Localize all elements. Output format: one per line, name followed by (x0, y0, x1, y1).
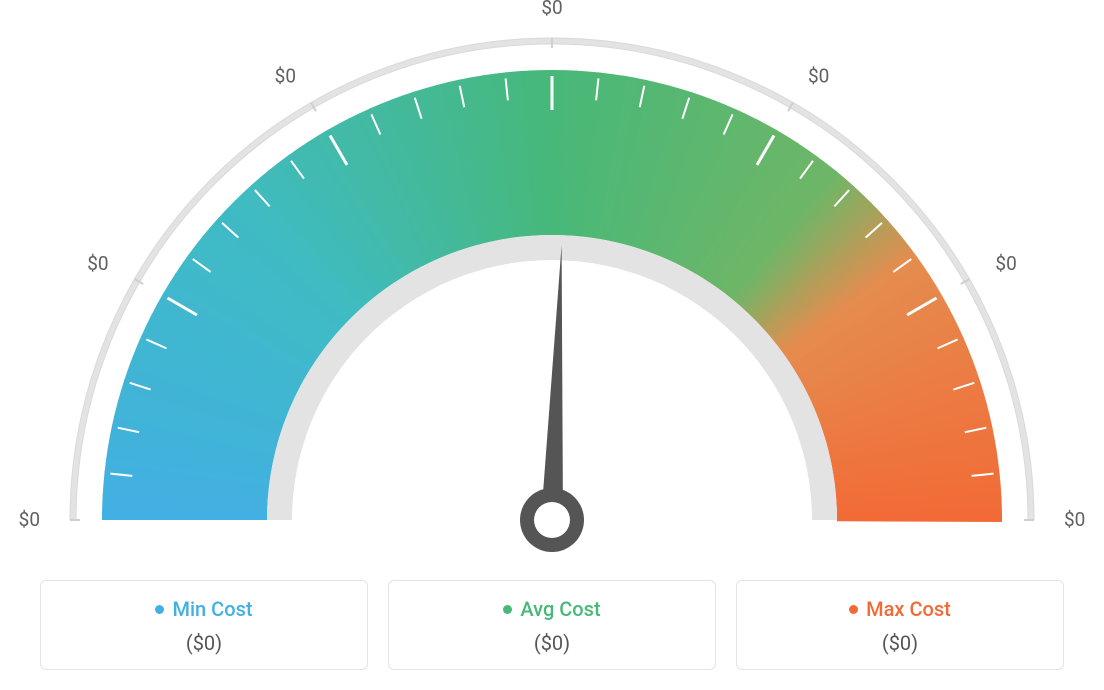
legend-dot-max (849, 605, 858, 614)
legend-card-avg: Avg Cost ($0) (388, 580, 716, 670)
legend-label-min: Min Cost (172, 597, 252, 621)
legend-card-min: Min Cost ($0) (40, 580, 368, 670)
legend-card-max: Max Cost ($0) (736, 580, 1064, 670)
scale-label: $0 (1064, 508, 1085, 531)
legend-dot-min (155, 605, 164, 614)
scale-label: $0 (808, 65, 829, 88)
gauge-needle (541, 245, 563, 520)
legend-label-max: Max Cost (866, 597, 951, 621)
gauge-area: $0 $0 $0 $0 $0 $0 $0 (2, 0, 1102, 560)
scale-label: $0 (19, 508, 40, 531)
legend-title-avg: Avg Cost (503, 597, 600, 621)
scale-label: $0 (541, 0, 562, 19)
legend-value-min: ($0) (51, 631, 357, 655)
legend-label-avg: Avg Cost (520, 597, 600, 621)
cost-gauge-chart: $0 $0 $0 $0 $0 $0 $0 Min Cost ($0) Avg Cost ($… (0, 0, 1104, 690)
legend-value-max: ($0) (747, 631, 1053, 655)
legend-value-avg: ($0) (399, 631, 705, 655)
legend-title-min: Min Cost (155, 597, 252, 621)
scale-label: $0 (275, 65, 296, 88)
gauge-svg: $0 $0 $0 $0 $0 $0 $0 (2, 0, 1102, 560)
legend-row: Min Cost ($0) Avg Cost ($0) Max Cost ($0… (0, 580, 1104, 670)
scale-label: $0 (87, 252, 108, 275)
scale-label: $0 (995, 252, 1016, 275)
needle-hub-inner (534, 502, 570, 538)
legend-dot-avg (503, 605, 512, 614)
legend-title-max: Max Cost (849, 597, 951, 621)
